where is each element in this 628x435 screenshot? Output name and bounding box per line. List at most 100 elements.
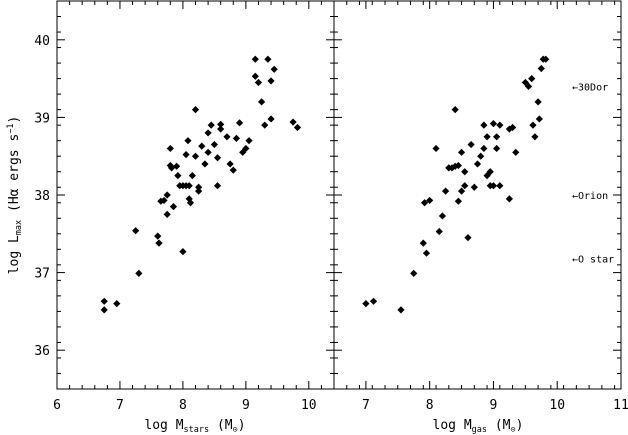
left-data-point xyxy=(289,118,297,126)
right-x-axis-sun-symbol: ⊙ xyxy=(511,425,516,435)
right-data-point xyxy=(397,306,405,314)
right-data-point xyxy=(426,196,434,205)
y-tick-label: 39 xyxy=(34,111,50,126)
left-data-point xyxy=(173,162,181,170)
left-data-point xyxy=(179,248,187,256)
y-tick-label: 36 xyxy=(34,344,50,359)
right-x-tick-label: 7 xyxy=(362,398,370,413)
left-x-tick-label: 10 xyxy=(301,398,317,413)
y-axis-label-sub: max xyxy=(14,220,24,235)
left-data-point xyxy=(204,129,212,137)
left-data-point xyxy=(113,300,121,308)
y-axis-label-close: ) xyxy=(7,116,22,124)
left-data-point xyxy=(185,182,193,190)
right-data-point xyxy=(505,195,513,203)
left-ticks: 6 7 8 9 10 36 37 38 39 40 xyxy=(34,0,335,413)
left-data-point xyxy=(198,142,206,150)
right-ticks: 7 8 9 10 11 xyxy=(333,0,628,413)
left-data-point xyxy=(217,125,225,133)
right-data-point xyxy=(493,144,501,153)
right-data-point xyxy=(454,197,462,205)
left-data-point xyxy=(154,232,162,240)
left-data-point xyxy=(261,121,269,129)
left-data-point xyxy=(184,137,192,145)
right-x-tick-label: 8 xyxy=(426,398,434,413)
left-data-point xyxy=(201,160,209,168)
right-x-axis-label-close: ) xyxy=(516,418,524,433)
left-data-point xyxy=(245,137,253,145)
left-data-point xyxy=(100,306,108,314)
left-data-point xyxy=(155,239,163,247)
left-data-point xyxy=(251,55,259,63)
left-data-point xyxy=(174,172,182,180)
left-data-point xyxy=(191,152,200,160)
right-data-point xyxy=(464,234,472,242)
right-data-point xyxy=(477,152,485,160)
right-data-point xyxy=(442,187,450,195)
right-data-point xyxy=(508,123,517,132)
left-data-point xyxy=(232,134,241,142)
right-data-point xyxy=(496,121,504,129)
right-data-point xyxy=(467,140,475,149)
right-data-point xyxy=(435,227,443,236)
left-data-point xyxy=(132,227,140,235)
left-data-point xyxy=(195,183,203,191)
left-data-points xyxy=(100,55,302,314)
left-data-point xyxy=(226,160,234,168)
right-data-points xyxy=(362,55,550,314)
right-data-point xyxy=(486,168,494,176)
right-data-point xyxy=(473,160,482,168)
left-data-point xyxy=(270,65,278,73)
right-x-tick-label: 11 xyxy=(613,398,628,413)
right-data-point xyxy=(451,106,459,114)
right-data-point xyxy=(362,300,370,308)
right-data-point xyxy=(461,168,469,176)
right-x-axis-label-main: log M xyxy=(433,418,472,433)
left-x-axis-sun-symbol: ⊙ xyxy=(233,425,238,435)
left-data-point xyxy=(195,187,203,195)
left-data-point xyxy=(293,123,302,132)
right-data-point xyxy=(534,98,542,106)
right-data-point xyxy=(489,182,498,190)
y-tick-label: 37 xyxy=(34,267,50,282)
left-data-point xyxy=(217,120,225,128)
left-data-point xyxy=(213,182,222,190)
left-x-axis-label-main: log M xyxy=(144,418,183,433)
left-data-point xyxy=(163,191,171,199)
left-data-point xyxy=(258,98,266,106)
left-x-axis-label-close: ) xyxy=(238,418,246,433)
left-data-point xyxy=(160,196,168,205)
left-data-point xyxy=(235,119,244,127)
left-data-point xyxy=(182,151,190,159)
left-data-point xyxy=(242,144,250,153)
left-data-point xyxy=(210,140,218,149)
left-x-tick-label: 7 xyxy=(116,398,124,413)
left-data-point xyxy=(207,121,215,129)
right-data-point xyxy=(531,133,539,141)
right-data-point xyxy=(454,161,462,170)
y-axis-label-rest: (Hα ergs s xyxy=(7,134,22,220)
right-data-point xyxy=(512,148,520,156)
right-panel-gas: 7 8 9 10 11 xyxy=(333,0,628,413)
left-data-point xyxy=(188,172,196,180)
left-x-axis-label-unit: (M xyxy=(209,418,233,433)
right-data-point xyxy=(457,148,466,156)
right-data-point xyxy=(537,64,545,73)
right-data-point xyxy=(419,239,427,247)
left-x-axis-label: log Mstars (M⊙) xyxy=(144,418,245,435)
right-data-point xyxy=(489,120,498,128)
right-data-point xyxy=(410,269,418,277)
left-data-point xyxy=(254,78,263,87)
right-data-point xyxy=(438,212,447,220)
right-data-point xyxy=(521,78,529,87)
right-data-point xyxy=(422,249,431,257)
y-axis-label-sup: −1 xyxy=(6,123,16,133)
right-data-point xyxy=(483,133,491,141)
left-data-point xyxy=(163,210,171,218)
right-data-point xyxy=(432,144,440,153)
left-data-point xyxy=(166,144,174,153)
left-data-point xyxy=(251,72,259,80)
right-data-point xyxy=(461,182,469,190)
